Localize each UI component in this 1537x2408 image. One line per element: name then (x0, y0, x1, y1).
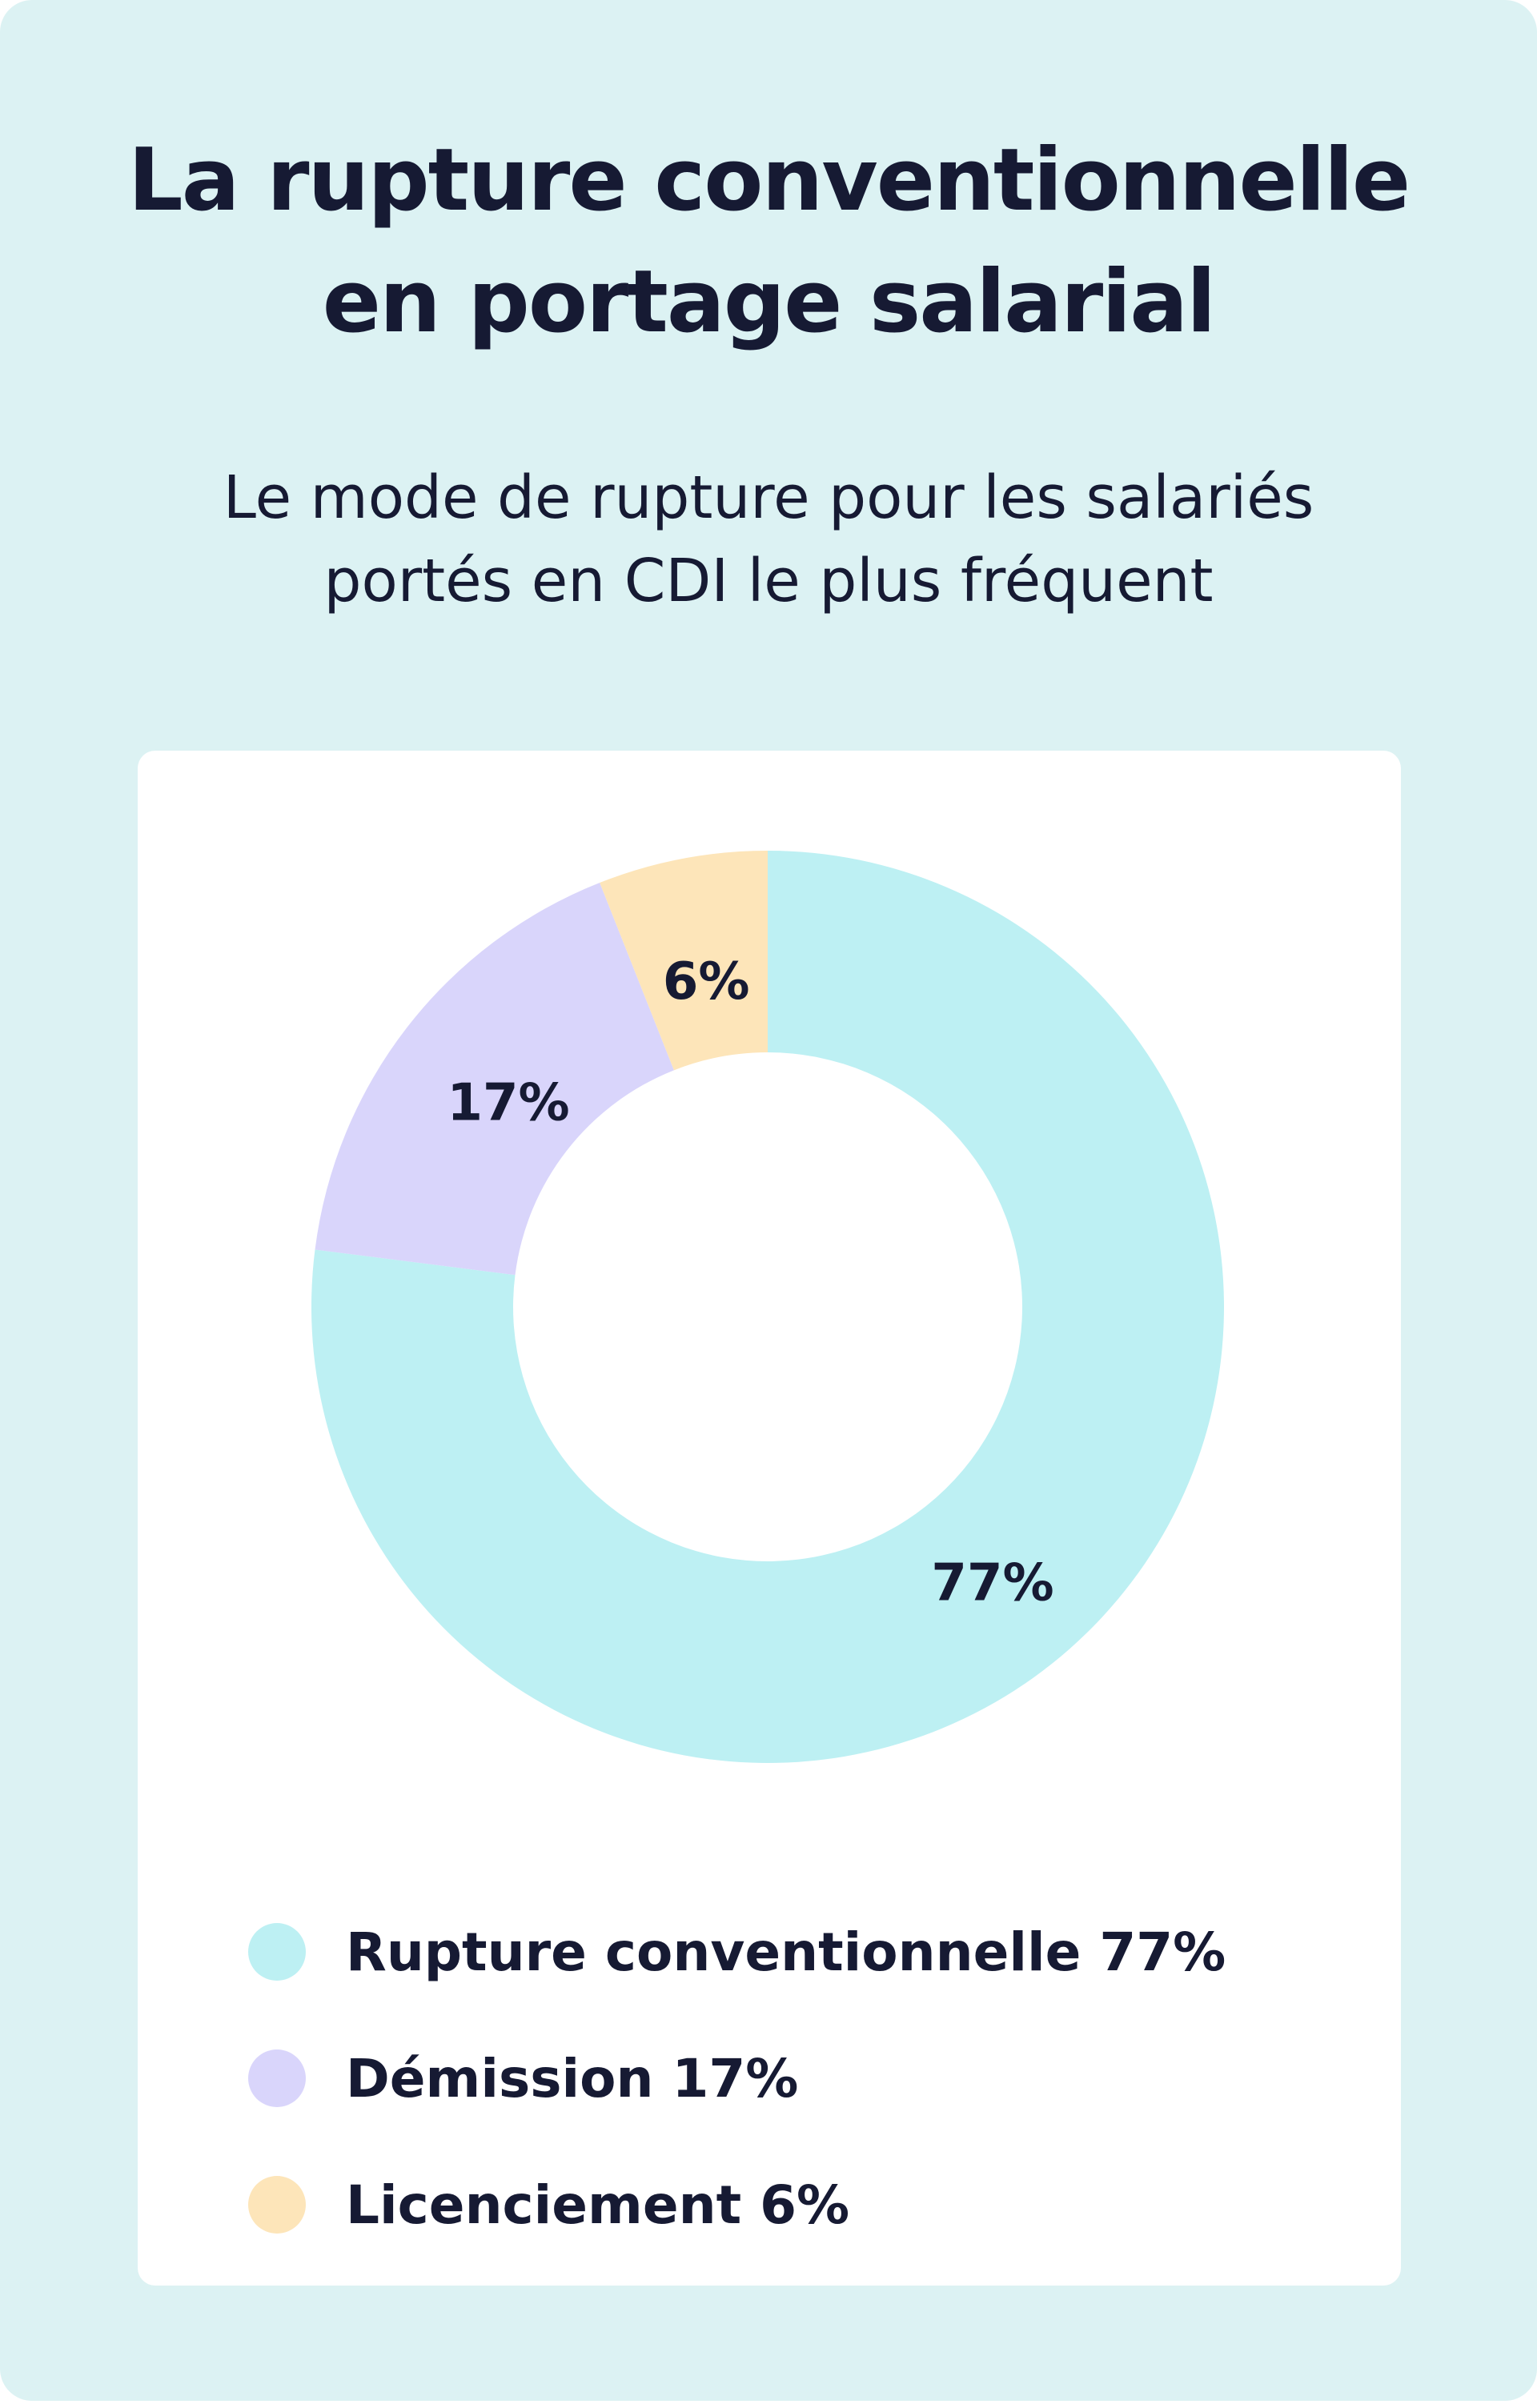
subtitle-line-1: Le mode de rupture pour les salariés (223, 463, 1314, 532)
legend-label: Démission 17% (346, 2047, 799, 2110)
legend-item-2: Démission 17% (248, 2015, 1226, 2142)
chart-legend: Rupture conventionnelle 77% Démission 17%… (248, 1889, 1226, 2268)
title-line-2: en portage salarial (322, 252, 1216, 352)
page-title: La rupture conventionnelle en portage sa… (0, 120, 1537, 363)
legend-item-3: Licenciement 6% (248, 2142, 1226, 2268)
legend-swatch (248, 2176, 306, 2234)
subtitle-line-2: portés en CDI le plus fréquent (323, 547, 1214, 615)
legend-swatch (248, 2049, 306, 2107)
legend-label: Rupture conventionnelle 77% (346, 1921, 1226, 1983)
page-subtitle: Le mode de rupture pour les salariés por… (0, 456, 1537, 623)
legend-label: Licenciement 6% (346, 2174, 850, 2236)
title-line-1: La rupture conventionnelle (127, 130, 1411, 230)
legend-swatch (248, 1923, 306, 1981)
legend-item-1: Rupture conventionnelle 77% (248, 1889, 1226, 2015)
